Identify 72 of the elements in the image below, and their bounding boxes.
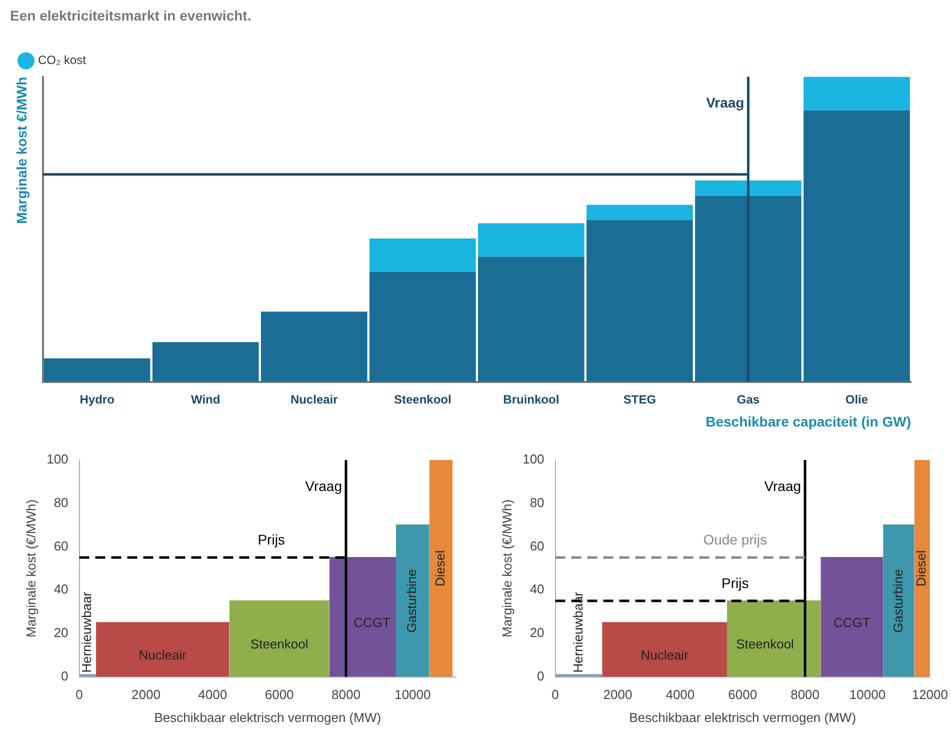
bar <box>478 256 584 382</box>
x-axis-title: Beschikbare capaciteit (in GW) <box>706 413 911 430</box>
x-tick-label: 2000 <box>603 687 632 702</box>
x-tick-label: Olie <box>845 392 868 406</box>
ref-line-label: Prijs <box>722 574 749 591</box>
y-tick-label: 100 <box>46 452 68 467</box>
x-tick-label: 8000 <box>790 687 820 702</box>
chart-title: Een elektriciteitsmarkt in evenwicht. <box>10 7 252 24</box>
x-tick-label: Steenkool <box>394 392 452 406</box>
x-tick-label: Hydro <box>80 392 114 406</box>
x-tick-label: 4000 <box>666 687 695 702</box>
y-tick-label: 80 <box>530 494 544 510</box>
series-label: Diesel <box>914 550 929 586</box>
y-tick-label: 60 <box>530 538 544 554</box>
y-axis-title: Marginale kost (€/MWh) <box>23 499 38 638</box>
x-tick-label: 0 <box>552 687 559 702</box>
x-tick-label: 10000 <box>849 687 886 702</box>
x-tick-label: 8000 <box>332 687 360 702</box>
x-tick-label: Bruinkool <box>503 392 560 406</box>
x-tick-label: 2000 <box>132 687 160 702</box>
bar <box>44 358 150 382</box>
x-axis-title: Beschikbaar elektrisch vermogen (MW) <box>629 710 856 725</box>
ref-line-label: Oude prijs <box>703 531 768 548</box>
x-tick-label: 0 <box>76 687 83 702</box>
bar <box>586 204 693 220</box>
x-tick-label: Wind <box>190 392 220 406</box>
bar <box>260 312 368 382</box>
x-tick-label: Nucleair <box>290 392 338 406</box>
legend-label: CO₂ kost <box>38 53 87 68</box>
bar <box>804 76 910 110</box>
y-tick-label: 80 <box>54 494 68 510</box>
series-label: CCGT <box>354 614 390 630</box>
bar <box>369 238 476 272</box>
x-tick-label: 10000 <box>394 687 431 702</box>
ref-line-label: Vraag <box>764 478 802 494</box>
series-label: Nucleair <box>138 647 188 662</box>
x-axis-title: Beschikbaar elektrisch vermogen (MW) <box>154 710 382 725</box>
y-tick-label: 0 <box>537 668 544 684</box>
bar <box>369 272 476 382</box>
y-tick-label: 60 <box>54 538 68 554</box>
x-tick-label: 6000 <box>264 687 294 702</box>
series-label: Steenkool <box>250 636 308 652</box>
x-tick-label: 4000 <box>198 687 228 702</box>
ref-line-label: Vraag <box>305 478 342 494</box>
y-tick-label: 0 <box>61 668 68 684</box>
y-tick-label: 40 <box>530 582 544 597</box>
ref-line-label: Prijs <box>258 531 285 548</box>
x-tick-label: 12000 <box>912 687 948 702</box>
series-label: Steenkool <box>736 636 794 652</box>
series-label: Diesel <box>432 550 448 586</box>
series-label: Gasturbine <box>890 569 906 633</box>
series-label: Nucleair <box>640 647 690 662</box>
bar <box>695 180 802 196</box>
y-tick-label: 20 <box>54 625 68 640</box>
text: Hernieuwbaar <box>79 591 94 673</box>
ref-line-label: Vraag <box>706 94 744 111</box>
bar <box>695 196 802 382</box>
text: Hernieuwbaar <box>570 591 586 673</box>
bar <box>152 342 259 382</box>
y-axis-title: Marginale kost €/MWh <box>13 76 30 224</box>
y-tick-label: 20 <box>530 625 544 640</box>
bar <box>586 220 693 382</box>
x-tick-label: 6000 <box>728 687 758 702</box>
y-axis-title: Marginale kost (€/MWh) <box>499 499 514 638</box>
bar <box>478 223 584 257</box>
bar <box>804 110 910 382</box>
x-tick-label: STEG <box>623 392 656 406</box>
series-label: Gasturbine <box>404 569 420 633</box>
x-tick-label: Gas <box>736 392 760 406</box>
series-label: CCGT <box>833 614 870 630</box>
y-tick-label: 40 <box>54 582 68 597</box>
y-tick-label: 100 <box>522 452 544 467</box>
